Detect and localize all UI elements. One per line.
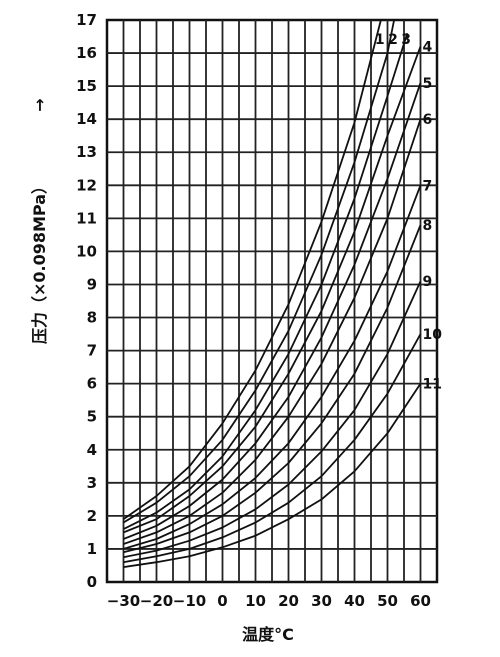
x-tick-label: 30 bbox=[311, 592, 332, 610]
curve-6 bbox=[123, 118, 422, 545]
y-tick-label: 13 bbox=[76, 143, 97, 161]
y-tick-label: 2 bbox=[87, 507, 97, 525]
x-tick-label: 40 bbox=[344, 592, 365, 610]
y-tick-label: 4 bbox=[87, 441, 97, 459]
curve-10 bbox=[123, 333, 422, 564]
y-tick-label: 15 bbox=[76, 77, 97, 95]
curve-4 bbox=[123, 46, 422, 534]
y-tick-label: 8 bbox=[87, 309, 97, 327]
y-tick-label: 3 bbox=[87, 474, 97, 492]
curve-label-10: 10 bbox=[423, 327, 443, 343]
y-axis-arrow: → bbox=[30, 98, 49, 111]
curve-label-4: 4 bbox=[423, 39, 433, 55]
curve-9 bbox=[123, 280, 422, 559]
curve-label-9: 9 bbox=[423, 274, 433, 290]
curve-label-8: 8 bbox=[423, 218, 433, 234]
y-tick-label: 10 bbox=[76, 242, 97, 260]
curve-2 bbox=[123, 19, 395, 524]
curve-label-6: 6 bbox=[423, 112, 433, 128]
curve-label-11: 11 bbox=[423, 377, 442, 393]
curve-11 bbox=[123, 383, 422, 568]
y-tick-label: 7 bbox=[87, 342, 97, 360]
y-tick-label: 16 bbox=[76, 44, 97, 62]
curve-5 bbox=[123, 82, 422, 540]
x-tick-label: 60 bbox=[410, 592, 431, 610]
y-tick-label: 5 bbox=[87, 408, 97, 426]
x-tick-label: 20 bbox=[278, 592, 299, 610]
x-tick-label: −10 bbox=[173, 592, 206, 610]
y-tick-label: 11 bbox=[76, 209, 97, 227]
x-tick-label: −30 bbox=[107, 592, 140, 610]
curve-label-1: 1 bbox=[375, 32, 385, 48]
curve-labels: 1 2 3 4 5 6 7 8 9 10 11 bbox=[375, 32, 442, 393]
curve-label-3: 3 bbox=[401, 32, 411, 48]
y-tick-label: 12 bbox=[76, 176, 97, 194]
y-tick-label: 17 bbox=[76, 11, 97, 29]
curves bbox=[122, 19, 422, 568]
curve-1 bbox=[122, 19, 382, 520]
x-tick-label: 0 bbox=[217, 592, 227, 610]
y-tick-label: 9 bbox=[87, 275, 97, 293]
y-tick-label: 0 bbox=[87, 573, 97, 591]
x-tick-label: 50 bbox=[377, 592, 398, 610]
x-axis-title: 温度°C bbox=[241, 625, 294, 644]
curve-3 bbox=[123, 32, 409, 530]
y-tick-label: 6 bbox=[87, 375, 97, 393]
curve-label-2: 2 bbox=[388, 32, 398, 48]
y-axis-title: 压力（×0.098MPa） bbox=[30, 178, 49, 344]
x-tick-label: 10 bbox=[245, 592, 266, 610]
y-tick-label: 14 bbox=[76, 110, 97, 128]
curve-label-7: 7 bbox=[423, 178, 433, 194]
curve-8 bbox=[123, 224, 422, 554]
y-tick-label: 1 bbox=[87, 540, 97, 558]
curve-7 bbox=[123, 184, 422, 550]
x-tick-label: −20 bbox=[140, 592, 173, 610]
curve-label-5: 5 bbox=[423, 76, 433, 92]
x-axis-ticks: −30 −20 −10 0 10 20 30 40 50 60 bbox=[107, 592, 431, 610]
